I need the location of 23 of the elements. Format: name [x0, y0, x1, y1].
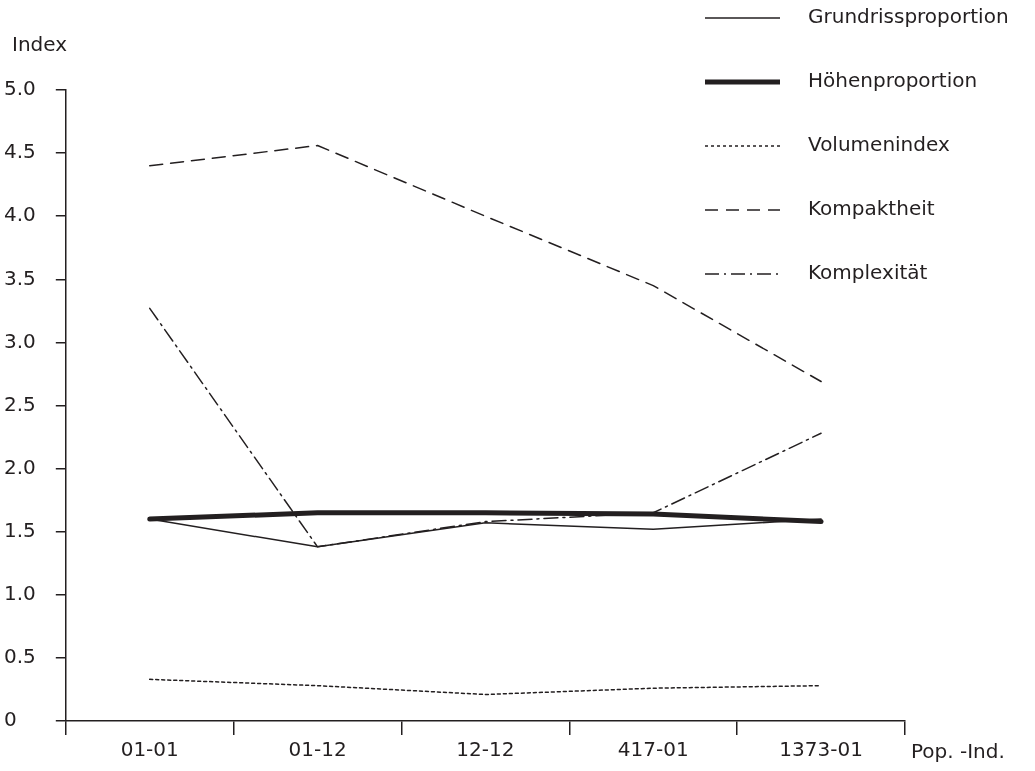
x-tick-label: 01-01: [120, 737, 179, 762]
y-tick-label: 1.0: [4, 581, 36, 605]
y-tick-label: 0.5: [4, 644, 36, 669]
legend-label: Grundrissproportion: [808, 4, 1009, 29]
x-tick-label: 1373-01: [779, 737, 863, 762]
y-tick-label: 5.0: [4, 76, 36, 101]
legend-label: Komplexität: [808, 260, 928, 285]
y-tick-label: 1.5: [4, 517, 36, 542]
y-tick-label: 4.5: [4, 139, 36, 164]
y-axis-title: Index: [12, 32, 68, 57]
y-tick-label: 0: [4, 707, 17, 732]
y-tick-label: 3.5: [4, 265, 36, 290]
y-tick-label: 2.5: [4, 391, 36, 416]
x-tick-label: 12-12: [456, 737, 515, 762]
x-axis-title: Pop. -Ind.: [911, 739, 1005, 764]
legend-label: Volumenindex: [808, 132, 950, 157]
x-tick-label: 01-12: [288, 737, 347, 762]
x-tick-label: 417-01: [617, 737, 689, 762]
legend-label: Höhenproportion: [808, 68, 978, 93]
y-tick-label: 3.0: [4, 328, 36, 353]
y-tick-label: 4.0: [4, 202, 36, 227]
y-tick-label: 2.0: [4, 454, 36, 479]
legend-label: Kompaktheit: [808, 196, 935, 221]
